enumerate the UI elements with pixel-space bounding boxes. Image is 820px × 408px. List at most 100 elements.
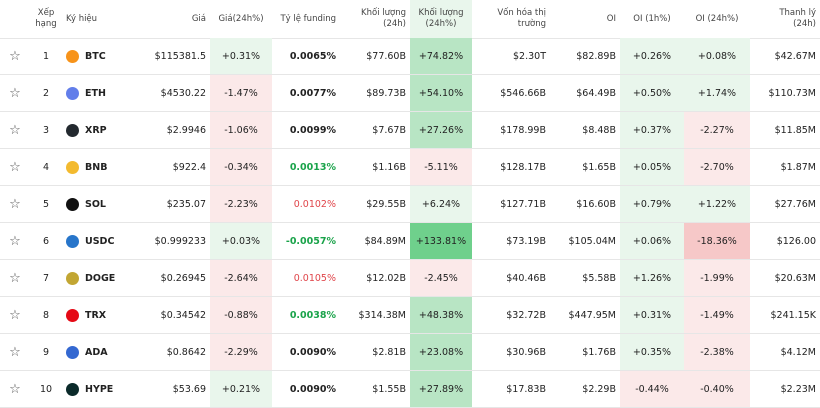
cell-value: $40.46B xyxy=(506,273,546,284)
coin[interactable]: DOGE xyxy=(62,260,150,297)
cell-value: -0.44% xyxy=(620,371,684,408)
cell-value: $546.66B xyxy=(500,88,546,99)
cell-value: $115381.5 xyxy=(154,51,206,62)
cell-value: 0.0099% xyxy=(289,125,336,136)
cell-value: $5.58B xyxy=(582,273,616,284)
cell-value: -2.27% xyxy=(684,112,750,149)
cell-value: 0.0090% xyxy=(289,347,336,358)
cell-value: $84.89M xyxy=(364,236,406,247)
favorite-star[interactable]: ☆ xyxy=(9,234,21,249)
coin[interactable]: XRP xyxy=(62,112,150,149)
cell-value: $2.23M xyxy=(780,384,816,395)
cell-value: $126.00 xyxy=(776,236,816,247)
cell-value: 0.0105% xyxy=(293,273,336,284)
column-header[interactable]: OI xyxy=(606,13,616,24)
column-header[interactable]: Thanh lý (24h) xyxy=(779,8,816,29)
cell-value: $235.07 xyxy=(166,199,206,210)
favorite-star[interactable]: ☆ xyxy=(9,271,21,286)
column-header[interactable]: OI (24h%) xyxy=(695,13,739,24)
cell-value: $11.85M xyxy=(774,125,816,136)
coin[interactable]: SOL xyxy=(62,186,150,223)
favorite-star[interactable]: ☆ xyxy=(9,49,21,64)
cell-value: +1.74% xyxy=(684,75,750,112)
cell-value: +0.79% xyxy=(620,186,684,223)
favorite-star[interactable]: ☆ xyxy=(9,86,21,101)
coin-icon xyxy=(66,198,79,211)
row-line xyxy=(0,259,820,260)
coin[interactable]: HYPE xyxy=(62,371,150,408)
cell-value: -1.47% xyxy=(210,75,272,112)
cell-value: $64.49B xyxy=(576,88,616,99)
coin[interactable]: TRX xyxy=(62,297,150,334)
cell-value: $0.8642 xyxy=(166,347,206,358)
column-header[interactable]: Vốn hóa thị trường xyxy=(497,8,546,29)
cell-value: -18.36% xyxy=(684,223,750,260)
cell-value: $105.04M xyxy=(568,236,616,247)
favorite-star[interactable]: ☆ xyxy=(9,123,21,138)
cell-value: $110.73M xyxy=(768,88,816,99)
cell-value: $30.96B xyxy=(506,347,546,358)
coin[interactable]: ETH xyxy=(62,75,150,112)
coin[interactable]: BTC xyxy=(62,38,150,75)
cell-value: $42.67M xyxy=(774,51,816,62)
rank: 9 xyxy=(42,347,50,358)
coin-symbol: BTC xyxy=(85,51,106,62)
favorite-star[interactable]: ☆ xyxy=(9,308,21,323)
column-header[interactable]: Khối lượng (24h) xyxy=(361,8,406,29)
favorite-star[interactable]: ☆ xyxy=(9,345,21,360)
cell-value: +6.24% xyxy=(410,186,472,223)
column-header[interactable]: Khối lượng (24h%) xyxy=(410,0,472,38)
cell-value: $0.34542 xyxy=(160,310,206,321)
cell-value: $89.73B xyxy=(366,88,406,99)
coin-icon xyxy=(66,50,79,63)
coin-icon xyxy=(66,272,79,285)
cell-value: $1.65B xyxy=(582,162,616,173)
coin-icon xyxy=(66,161,79,174)
favorite-star[interactable]: ☆ xyxy=(9,197,21,212)
cell-value: +27.89% xyxy=(410,371,472,408)
row-line xyxy=(0,148,820,149)
row-line xyxy=(0,370,820,371)
cell-value: 0.0013% xyxy=(289,162,336,173)
coin-symbol: SOL xyxy=(85,199,106,210)
cell-value: +0.31% xyxy=(620,297,684,334)
cell-value: +133.81% xyxy=(410,223,472,260)
cell-value: $0.26945 xyxy=(160,273,206,284)
cell-value: +1.26% xyxy=(620,260,684,297)
coin-symbol: ADA xyxy=(85,347,108,358)
favorite-star[interactable]: ☆ xyxy=(9,382,21,397)
cell-value: $32.72B xyxy=(506,310,546,321)
row-line xyxy=(0,74,820,75)
cell-value: -1.06% xyxy=(210,112,272,149)
coin[interactable]: ADA xyxy=(62,334,150,371)
cell-value: -1.49% xyxy=(684,297,750,334)
cell-value: +0.35% xyxy=(620,334,684,371)
coin-symbol: BNB xyxy=(85,162,108,173)
coin-symbol: XRP xyxy=(85,125,107,136)
favorite-star[interactable]: ☆ xyxy=(9,160,21,175)
cell-value: 0.0090% xyxy=(289,384,336,395)
cell-value: +27.26% xyxy=(410,112,472,149)
cell-value: 0.0077% xyxy=(289,88,336,99)
cell-value: $2.81B xyxy=(372,347,406,358)
cell-value: $447.95M xyxy=(568,310,616,321)
coin[interactable]: USDC xyxy=(62,223,150,260)
cell-value: $27.76M xyxy=(774,199,816,210)
coin[interactable]: BNB xyxy=(62,149,150,186)
cell-value: -2.70% xyxy=(684,149,750,186)
column-header[interactable]: Giá xyxy=(191,13,206,24)
cell-value: +54.10% xyxy=(410,75,472,112)
column-header[interactable]: Tỷ lệ funding xyxy=(280,13,336,24)
column-header[interactable]: Giá(24h%) xyxy=(218,13,264,24)
column-header[interactable]: Ký hiệu xyxy=(66,13,98,24)
coin-icon xyxy=(66,124,79,137)
cell-value: $12.02B xyxy=(366,273,406,284)
column-header[interactable]: Xếp hạng xyxy=(35,8,57,29)
cell-value: $2.29B xyxy=(582,384,616,395)
column-header[interactable]: OI (1h%) xyxy=(633,13,671,24)
cell-value: $2.9946 xyxy=(166,125,206,136)
cell-value: $8.48B xyxy=(582,125,616,136)
coin-symbol: USDC xyxy=(85,236,115,247)
rank: 8 xyxy=(42,310,50,321)
